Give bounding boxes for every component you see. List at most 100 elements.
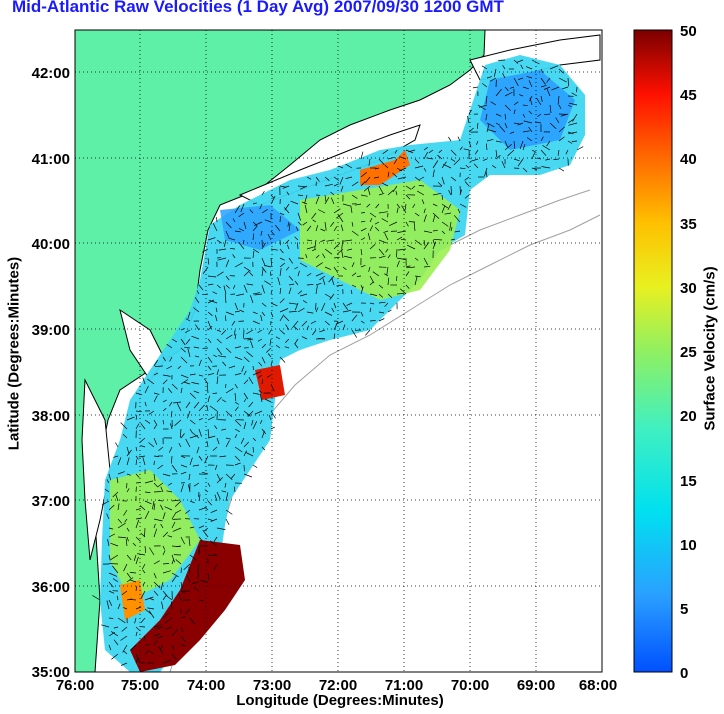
velocity-vector (206, 404, 209, 412)
velocity-vector (153, 392, 160, 395)
velocity-vector (144, 401, 147, 407)
velocity-vector (387, 189, 394, 196)
velocity-vector (135, 473, 140, 478)
velocity-vector (495, 88, 502, 97)
velocity-vector (166, 343, 173, 349)
velocity-vector (369, 243, 376, 250)
velocity-vector (144, 643, 150, 646)
velocity-vector (126, 473, 131, 476)
velocity-vector (351, 194, 358, 199)
velocity-vector (158, 646, 164, 655)
velocity-vector (414, 239, 422, 246)
velocity-vector (528, 110, 533, 115)
velocity-vector (333, 242, 340, 250)
velocity-vector (336, 248, 344, 255)
velocity-vector (546, 77, 551, 83)
velocity-vector (485, 113, 488, 121)
velocity-vector (180, 387, 183, 394)
velocity-vector (153, 372, 159, 376)
velocity-vector (243, 392, 249, 400)
velocity-vector (115, 442, 119, 448)
velocity-vector (243, 398, 247, 403)
velocity-vector (351, 284, 357, 288)
velocity-vector (167, 388, 173, 394)
velocity-vector (297, 212, 302, 221)
y-axis-ticks: 42:00 41:00 40:00 39:00 38:00 37:00 36:0… (32, 65, 70, 681)
velocity-vector (333, 333, 336, 340)
velocity-vector (486, 122, 495, 128)
velocity-vector (302, 300, 308, 304)
velocity-vector (372, 271, 380, 277)
velocity-vector (193, 307, 200, 313)
velocity-vector (300, 293, 308, 297)
velocity-vector (110, 542, 119, 547)
velocity-vector (405, 185, 412, 190)
velocity-vector (324, 197, 330, 205)
velocity-vector (117, 503, 120, 511)
velocity-vector (369, 293, 378, 296)
x-tick-label: 75:00 (121, 677, 159, 694)
velocity-vector (162, 399, 167, 403)
velocity-vector (162, 374, 171, 377)
velocity-vector (367, 187, 371, 196)
velocity-vector (252, 392, 260, 395)
velocity-vector (405, 265, 411, 268)
velocity-vector (188, 566, 191, 574)
velocity-vector (193, 346, 200, 349)
velocity-vector (225, 221, 232, 229)
velocity-vector (350, 205, 353, 214)
velocity-vector (324, 194, 327, 202)
velocity-vector (441, 230, 446, 235)
velocity-vector (285, 266, 290, 271)
velocity-vector (423, 147, 428, 151)
velocity-vector (504, 86, 509, 92)
velocity-vector (396, 292, 405, 295)
velocity-vector (387, 309, 392, 313)
velocity-vector (368, 158, 371, 166)
velocity-vector (450, 238, 455, 241)
velocity-vector (443, 163, 452, 169)
velocity-vector (123, 607, 128, 610)
velocity-vector (198, 525, 205, 529)
velocity-vector (306, 284, 314, 286)
velocity-vector (284, 338, 290, 343)
velocity-vector (174, 419, 182, 427)
velocity-vector (157, 482, 164, 488)
velocity-vector (108, 572, 118, 577)
velocity-vector (207, 283, 214, 286)
velocity-vector (297, 221, 302, 226)
velocity-vector (405, 194, 411, 200)
velocity-vector (375, 203, 380, 209)
velocity-vector (324, 248, 333, 255)
velocity-vector (522, 167, 528, 173)
velocity-vector (495, 155, 501, 160)
velocity-vector (236, 293, 245, 296)
velocity-vector (384, 273, 389, 277)
velocity-vector (369, 225, 374, 232)
velocity-vector (311, 212, 317, 220)
colorbar-ticks: 50 45 40 35 30 25 20 15 10 5 0 (680, 23, 697, 682)
velocity-vector (338, 214, 344, 223)
velocity-vector (162, 563, 170, 565)
velocity-vector (210, 509, 218, 514)
velocity-vector (204, 527, 209, 532)
velocity-vector (270, 271, 272, 277)
velocity-vector (301, 320, 308, 327)
velocity-vector (558, 167, 565, 172)
velocity-vector (171, 464, 178, 473)
velocity-vector (144, 608, 152, 615)
velocity-vector (464, 176, 470, 181)
velocity-vector (414, 257, 419, 261)
velocity-vector (207, 325, 213, 331)
velocity-vector (168, 482, 173, 486)
velocity-vector (171, 572, 179, 578)
velocity-vector (225, 492, 229, 502)
velocity-vector (108, 581, 114, 588)
velocity-vector (161, 601, 164, 610)
velocity-vector (351, 221, 354, 227)
velocity-vector (286, 244, 290, 250)
velocity-vector (509, 131, 515, 134)
velocity-vector (378, 185, 384, 194)
velocity-vector (171, 559, 175, 565)
velocity-vector (162, 659, 172, 664)
